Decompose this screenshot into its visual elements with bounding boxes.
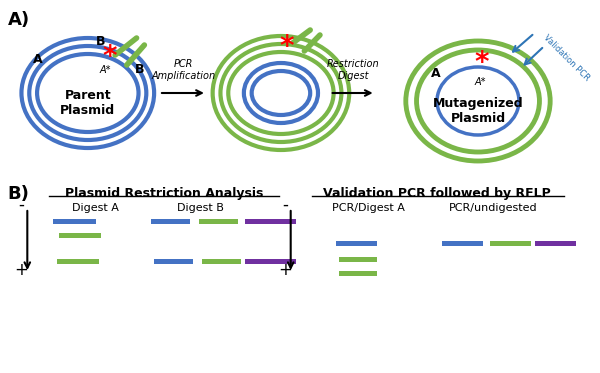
Bar [340,270,377,276]
Text: Plasmid Restriction Analysis: Plasmid Restriction Analysis [65,187,263,200]
Bar [335,241,377,245]
Text: Mutagenized
Plasmid: Mutagenized Plasmid [433,97,523,125]
Text: Digest A: Digest A [72,203,119,213]
Bar [199,219,238,223]
Bar [245,219,296,223]
Text: B: B [95,35,105,48]
Text: +: + [14,261,28,279]
Bar [202,258,241,263]
Text: Validation PCR: Validation PCR [541,33,591,82]
Bar [340,257,377,261]
Text: *: * [475,49,489,77]
Bar [535,241,575,245]
Text: A): A) [8,11,30,29]
Text: *: * [102,43,116,71]
Bar [56,258,100,263]
Text: Validation PCR followed by RFLP: Validation PCR followed by RFLP [323,187,551,200]
Text: PCR/undigested: PCR/undigested [449,203,538,213]
Text: A*: A* [474,77,485,87]
Text: Restriction
Digest: Restriction Digest [327,59,379,81]
Text: A: A [431,67,441,80]
Text: PCR
Amplification: PCR Amplification [151,59,215,81]
Text: +: + [278,261,292,279]
Text: B: B [134,63,144,76]
Text: B): B) [8,185,29,203]
Bar [490,241,530,245]
Bar [53,219,95,223]
Text: A: A [33,53,43,66]
Text: -: - [19,196,25,214]
Text: A*: A* [100,65,111,75]
Text: *: * [280,33,294,61]
Bar [59,232,101,238]
Bar [442,241,483,245]
Text: Digest B: Digest B [176,203,223,213]
Text: PCR/Digest A: PCR/Digest A [332,203,405,213]
Bar [151,219,190,223]
Text: -: - [282,196,288,214]
Bar [154,258,193,263]
Text: Parent
Plasmid: Parent Plasmid [60,89,115,117]
Bar [245,258,296,263]
